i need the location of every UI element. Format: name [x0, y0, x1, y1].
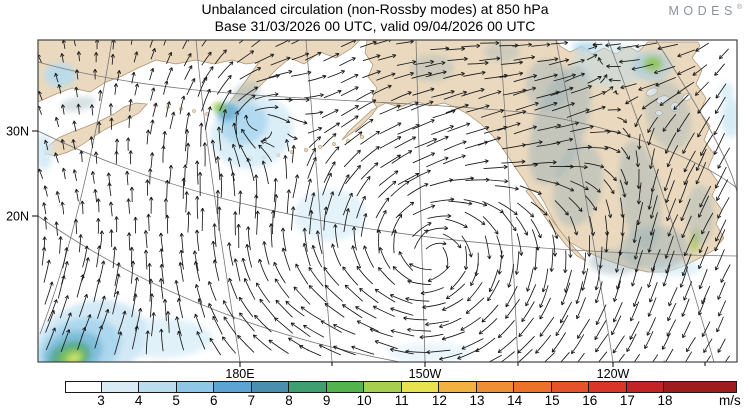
- colorbar-cell: [251, 382, 290, 392]
- graticule-line: [195, 40, 241, 362]
- modes-logo-mark: ®: [736, 4, 742, 11]
- colorbar-tick-label: 14: [507, 393, 523, 408]
- island: [317, 144, 323, 150]
- graticule-line: [38, 215, 401, 362]
- colorbar-cell: [439, 382, 477, 392]
- colorbar-cell: [66, 382, 102, 392]
- colorbar-tick-label: 13: [469, 393, 485, 408]
- colorbar-cell: [401, 382, 440, 392]
- lon-tick-label: 150W: [409, 367, 442, 381]
- wind-speed-shading: [38, 134, 53, 170]
- colorbar-cell: [626, 382, 665, 392]
- wind-speed-shading-land: [232, 81, 260, 105]
- lon-tick-label: 120W: [597, 367, 630, 381]
- wind-speed-shading-land: [484, 42, 520, 62]
- colorbar-tick-label: 9: [322, 393, 331, 408]
- colorbar-tick-label: 8: [285, 393, 293, 408]
- wind-speed-shading: [66, 352, 82, 362]
- colorbar-cell: [364, 382, 402, 392]
- wind-speed-shading: [388, 343, 472, 362]
- wind-speed-shading-land: [589, 249, 641, 275]
- colorbar-cell: [664, 382, 736, 392]
- wind-speed-shading-land: [644, 79, 692, 151]
- chart-subtitle-base-valid-time: Base 31/03/2026 00 UTC, valid 09/04/2026…: [214, 18, 536, 34]
- colorbar-tick-label: 4: [134, 393, 143, 408]
- wind-speed-shading: [721, 98, 737, 138]
- colorbar-tick-label: 15: [544, 393, 560, 408]
- map-frame: [37, 39, 738, 363]
- colorbar-tick-label: 12: [431, 393, 447, 408]
- wind-vector-field: [38, 40, 731, 362]
- colorbar-tick-label: 3: [97, 393, 105, 408]
- graticule-line: [38, 61, 521, 113]
- modes-logo: MODES®: [668, 4, 742, 18]
- chart-title: Unbalanced circulation (non-Rossby modes…: [201, 1, 549, 17]
- colorbar-tick-label: 6: [210, 393, 218, 408]
- map-content: [38, 40, 737, 362]
- colorbar-tick-label: 5: [172, 393, 180, 408]
- island: [192, 109, 196, 113]
- modes-logo-text: MODES: [668, 4, 737, 18]
- colorbar-cell: [589, 382, 627, 392]
- colorbar-tick-label: 10: [356, 393, 372, 408]
- land-mass: [525, 188, 587, 262]
- colorbar-cell: [326, 382, 365, 392]
- land-mass: [38, 40, 361, 118]
- colorbar-tick-label: 17: [619, 393, 635, 408]
- colorbar-cell: [101, 382, 140, 392]
- graticule-line: [655, 40, 737, 193]
- wind-speed-shading-land: [410, 54, 454, 82]
- colorbar-cell: [176, 382, 215, 392]
- colorbar-cell: [551, 382, 590, 392]
- graticule-line: [305, 40, 333, 362]
- island: [331, 141, 337, 147]
- island: [303, 147, 309, 153]
- graticule-line: [38, 130, 737, 257]
- colorbar-cell: [139, 382, 177, 392]
- colorbar-tick-label: 16: [582, 393, 598, 408]
- colorbar-tick-label: 11: [394, 393, 409, 408]
- wind-speed-shading-land: [526, 59, 570, 111]
- wind-speed-shading: [720, 82, 734, 102]
- colorbar-unit-label: m/s: [719, 393, 741, 408]
- colorbar-cell: [514, 382, 552, 392]
- island: [359, 134, 365, 140]
- colorbar-cell: [289, 382, 327, 392]
- graticule-line: [39, 40, 113, 335]
- colorbar-cell: [476, 382, 515, 392]
- colorbar-tick-label: 7: [247, 393, 256, 408]
- colorbar-cell: [214, 382, 252, 392]
- graticule-line: [499, 40, 519, 362]
- wind-speed-shading: [213, 103, 219, 109]
- colorbar-tick-label: 18: [657, 393, 673, 408]
- graticule-line: [555, 40, 614, 362]
- wind-speed-shading: [44, 63, 76, 87]
- lat-tick-label: 20N: [6, 210, 29, 224]
- lon-tick-label: 180E: [225, 367, 254, 381]
- lat-tick-label: 30N: [6, 125, 29, 139]
- colorbar: [65, 381, 737, 393]
- graticule-line: [607, 40, 715, 362]
